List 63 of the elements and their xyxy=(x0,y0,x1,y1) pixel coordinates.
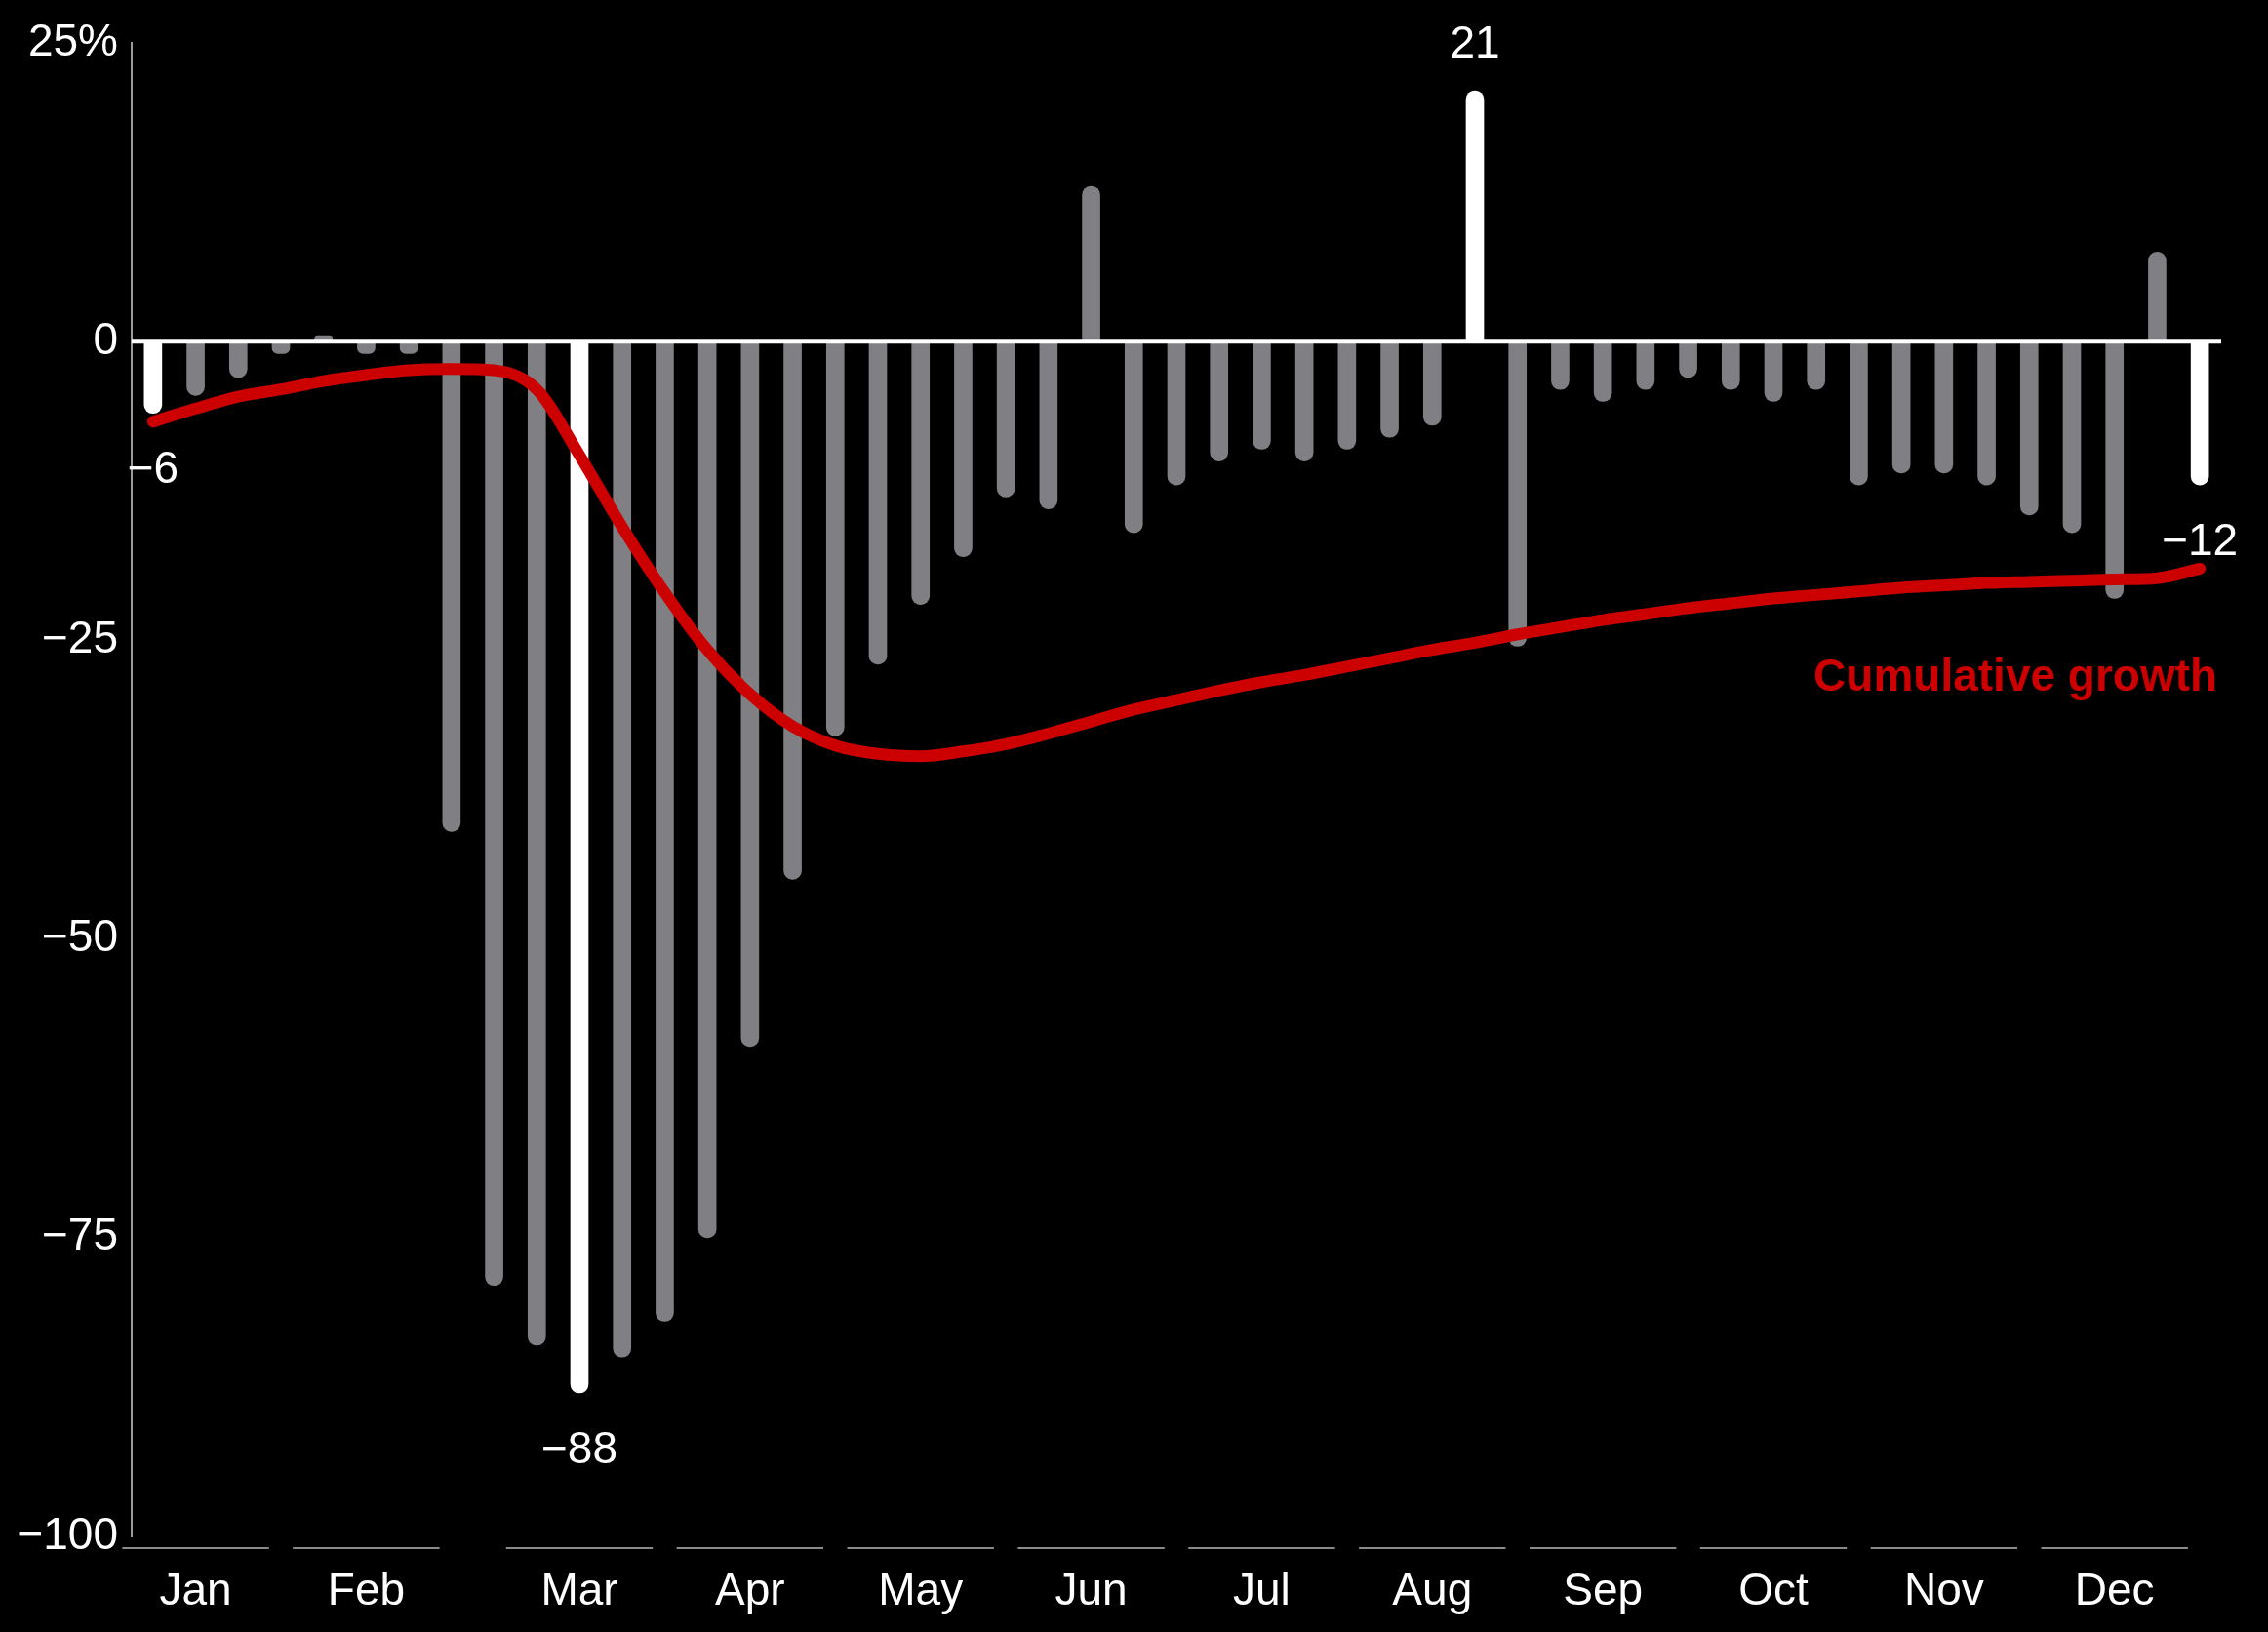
bar xyxy=(1508,340,1528,647)
bar xyxy=(697,340,717,1239)
bar xyxy=(228,340,248,378)
y-tick-label: 0 xyxy=(93,312,118,364)
data-label: −88 xyxy=(540,1421,618,1473)
x-tick-label: Nov xyxy=(1903,1564,1984,1615)
bar xyxy=(1977,340,1996,486)
bar xyxy=(2062,340,2082,534)
bar xyxy=(1210,340,1229,462)
bar xyxy=(1593,340,1612,402)
data-label: 21 xyxy=(1450,16,1500,67)
y-tick-label: −25 xyxy=(41,612,118,663)
bar xyxy=(825,340,845,736)
bar xyxy=(186,340,205,396)
bar xyxy=(1764,340,1783,402)
data-label: −12 xyxy=(2162,513,2239,565)
bar xyxy=(1721,340,1740,390)
bar xyxy=(1337,340,1357,450)
y-tick-label: −50 xyxy=(41,910,118,962)
bar xyxy=(954,340,973,557)
x-tick-label: Jun xyxy=(1054,1564,1128,1615)
bar xyxy=(1294,340,1314,462)
bar xyxy=(2105,340,2125,599)
bar xyxy=(1039,340,1058,509)
x-tick-label: Feb xyxy=(327,1564,406,1615)
x-tick-label: Apr xyxy=(715,1564,785,1615)
y-tick-label: −100 xyxy=(17,1507,118,1559)
bar xyxy=(1167,340,1186,486)
bar xyxy=(996,340,1015,498)
bar xyxy=(442,340,461,832)
bar xyxy=(1124,340,1143,534)
bar xyxy=(1380,340,1399,438)
x-tick-label: Sep xyxy=(1563,1564,1644,1615)
bar xyxy=(740,340,760,1048)
bar xyxy=(1807,340,1826,390)
bar xyxy=(1850,340,1868,486)
bar xyxy=(1891,340,1911,474)
bar xyxy=(1422,340,1442,426)
bar xyxy=(868,340,888,665)
x-tick-label: Jan xyxy=(159,1564,232,1615)
bar xyxy=(613,340,632,1358)
x-tick-label: Oct xyxy=(1738,1564,1809,1615)
x-tick-label: Mar xyxy=(540,1564,618,1615)
bar xyxy=(1253,340,1271,450)
bar xyxy=(2019,340,2039,516)
bar xyxy=(783,340,802,880)
bar xyxy=(911,340,931,605)
y-tick-label: −75 xyxy=(41,1209,118,1260)
bar xyxy=(1679,340,1697,378)
bar xyxy=(1636,340,1655,390)
x-tick-label: Jul xyxy=(1233,1564,1291,1615)
x-tick-label: Aug xyxy=(1392,1564,1473,1615)
bar xyxy=(1934,340,1954,474)
series-label: Cumulative growth xyxy=(1813,649,2218,700)
y-tick-label: 25% xyxy=(27,14,118,65)
bar xyxy=(2148,252,2167,342)
bar xyxy=(656,340,674,1322)
bar xyxy=(485,340,503,1287)
x-tick-label: Dec xyxy=(2074,1564,2155,1615)
bar xyxy=(1082,185,1100,342)
x-tick-label: May xyxy=(878,1564,964,1615)
bar xyxy=(527,340,546,1346)
bar xyxy=(1551,340,1570,390)
